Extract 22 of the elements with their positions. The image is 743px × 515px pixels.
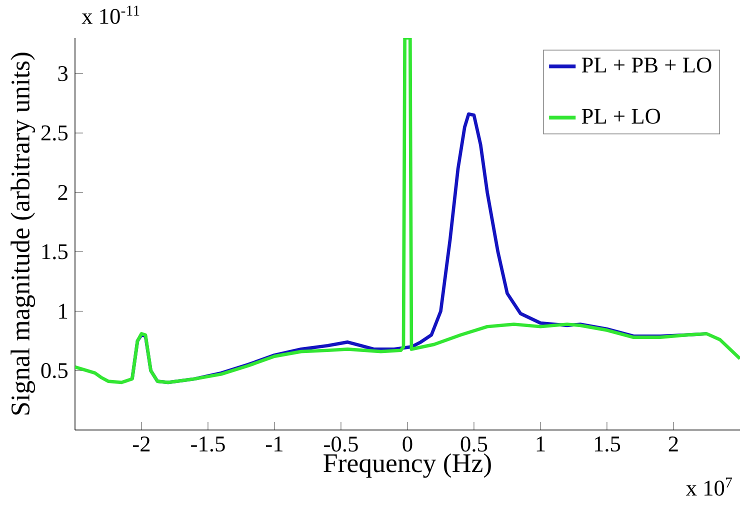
y-tick-label: 1.5 [42, 244, 68, 260]
text: x 10$^{-11}$ [82, 6, 140, 24]
legend-label: PL + LO [582, 108, 660, 124]
text: x 10$^{7}$ [686, 478, 732, 496]
y-tick-label: 3 [58, 66, 68, 82]
line-series [75, 38, 740, 384]
y-tick-label: 2 [58, 184, 68, 200]
legend-label: PL + PB + LO [582, 58, 712, 73]
x-tick-label: 1 [536, 436, 545, 452]
x-tick-label: 0.5 [460, 436, 488, 452]
x-tick-label: 0 [402, 436, 412, 452]
x-tick-label: -0.5 [324, 436, 358, 452]
x-tick-label: 1.5 [594, 436, 620, 452]
y-tick-label: 1 [59, 304, 68, 319]
x-tick-label: -2 [132, 436, 150, 452]
y-tick-label: 2.5 [41, 125, 68, 141]
x-axis-title: Frequency (Hz) [324, 453, 491, 478]
x-tick-label: -1 [266, 436, 282, 452]
x-tick-label: 2 [668, 436, 678, 452]
x-tick-label: -1.5 [191, 436, 225, 452]
y-axis-title: Signal magnitude (arbitrary units) [10, 52, 36, 415]
y-tick-label: 0.5 [41, 362, 68, 378]
